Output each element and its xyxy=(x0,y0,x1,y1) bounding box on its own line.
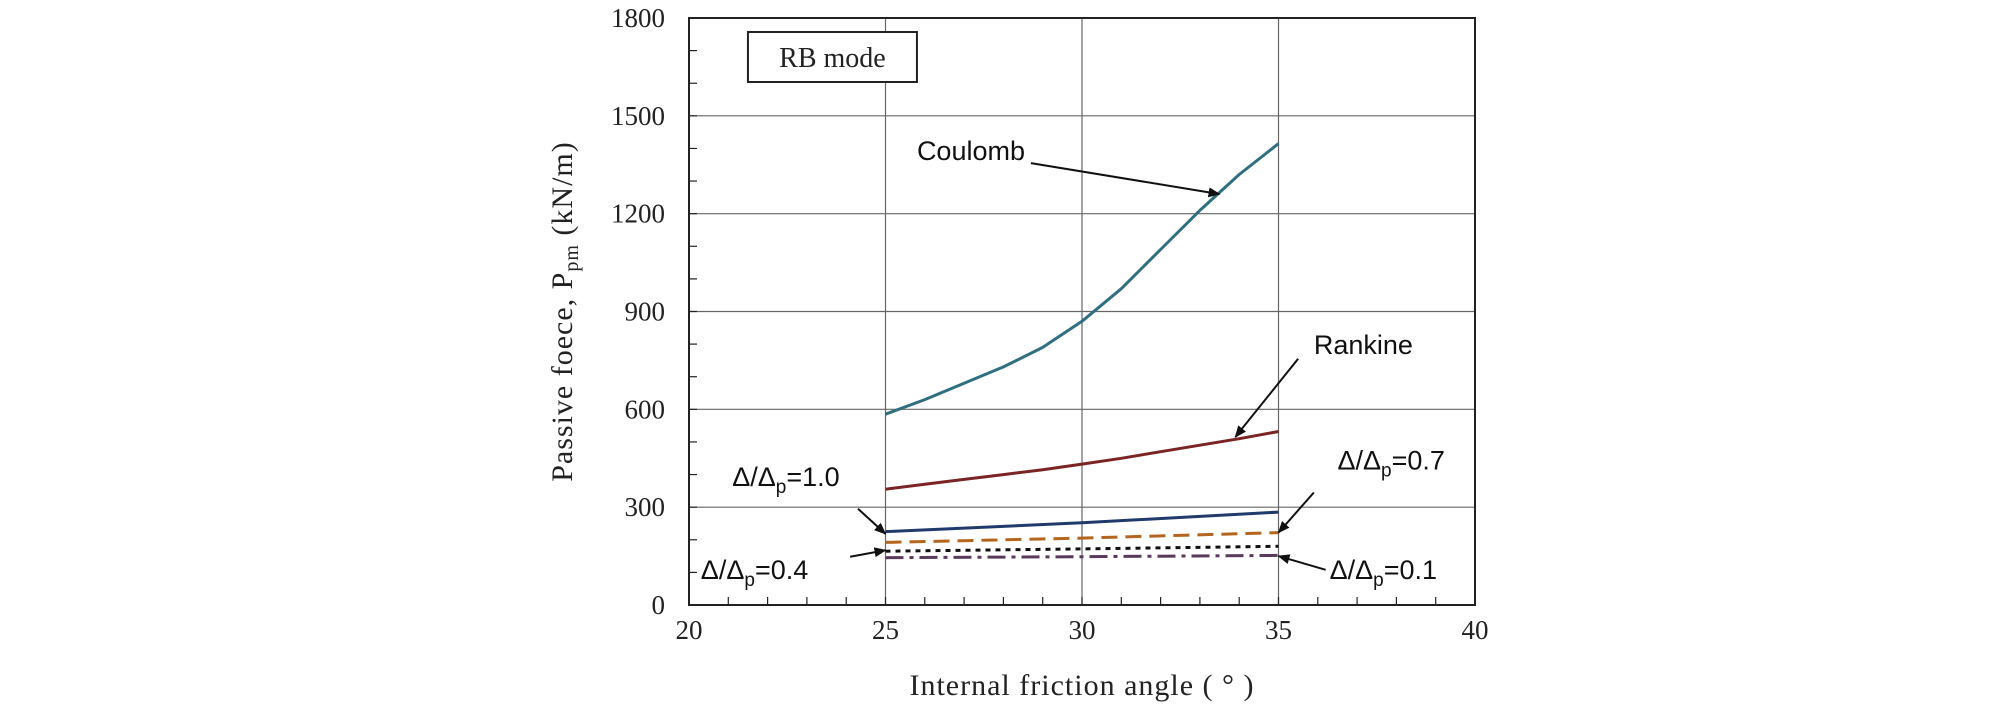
y-tick-label: 1500 xyxy=(611,101,665,131)
annotation-arrow xyxy=(1234,358,1299,438)
x-tick-label: 30 xyxy=(1069,615,1096,645)
y-axis-title-main: Passive foece, P xyxy=(546,272,579,482)
grid xyxy=(689,18,1475,605)
x-tick-label: 20 xyxy=(676,615,703,645)
y-axis-title: Passive foece, Ppm (kN/m) xyxy=(546,141,583,482)
y-axis-title-subscript: pm xyxy=(561,244,583,272)
y-tick-label: 300 xyxy=(625,492,666,522)
annotation-layer: Coulomb Rankine Δ/Δp=1.0 Δ/Δp=0.7 Δ/Δp=0.4 Δ/… xyxy=(701,136,1445,591)
x-axis-title: Internal friction angle ( ° ) xyxy=(909,669,1254,702)
mode-box: RB mode xyxy=(746,31,918,83)
y-axis-title-unit: (kN/m) xyxy=(546,141,579,244)
series-line xyxy=(885,553,1279,560)
mode-box-frame xyxy=(746,31,918,83)
annotation-label: Rankine xyxy=(1314,330,1413,360)
mode-label: RB mode xyxy=(779,43,886,74)
annotation-arrow xyxy=(857,508,887,535)
y-tick-label: 600 xyxy=(625,394,666,424)
minor-ticks xyxy=(689,50,1437,605)
x-tick-label: 40 xyxy=(1462,615,1489,645)
annotation-label: Coulomb xyxy=(917,136,1025,166)
annotation-label: Δ/Δp=0.7 xyxy=(1337,446,1444,482)
annotation-label: Δ/Δp=1.0 xyxy=(732,462,839,498)
series-line xyxy=(885,510,1279,534)
y-tick-label: 1800 xyxy=(611,3,665,33)
annotation-arrow xyxy=(1277,491,1315,534)
series-line xyxy=(884,142,1280,416)
y-tick-label: 0 xyxy=(652,590,666,620)
annotation-label: Δ/Δp=0.4 xyxy=(701,555,808,591)
y-tick-label: 900 xyxy=(625,297,666,327)
series-line xyxy=(885,531,1279,544)
annotation-arrow xyxy=(1030,162,1221,198)
annotation-arrow xyxy=(849,547,887,558)
x-tick-label: 25 xyxy=(872,615,899,645)
series-line xyxy=(885,430,1279,491)
tick-labels: 20 25 30 35 40 0 300 600 900 1200 1500 1800 xyxy=(611,3,1489,645)
y-tick-label: 1200 xyxy=(611,199,665,229)
series-layer xyxy=(884,142,1280,560)
annotation-label: Δ/Δp=0.1 xyxy=(1330,555,1437,591)
annotation-arrow xyxy=(1277,554,1326,571)
x-tick-label: 35 xyxy=(1265,615,1292,645)
